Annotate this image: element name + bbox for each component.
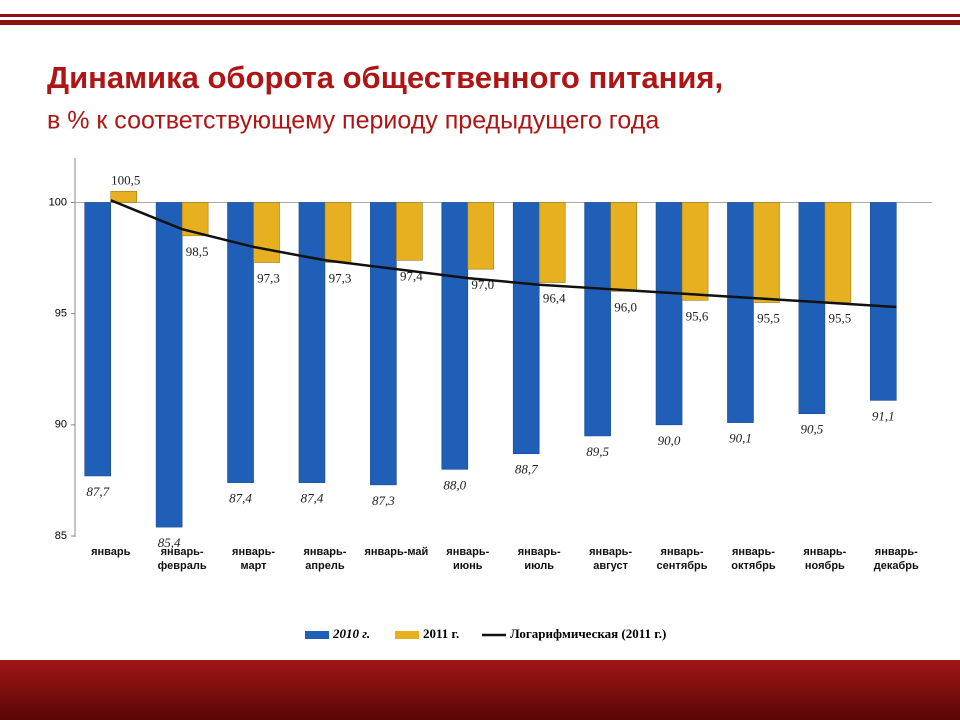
data-label: 88,7: [515, 462, 538, 477]
data-label: 100,5: [111, 172, 140, 187]
footer-band: [0, 660, 960, 720]
x-tick-label: январь-июль: [517, 546, 561, 572]
bar: [753, 202, 780, 303]
data-label: 95,5: [757, 311, 780, 326]
legend-swatch: [395, 631, 419, 639]
bar: [298, 202, 326, 483]
bar: [655, 202, 683, 426]
x-tick-label: январь-декабрь: [873, 546, 919, 572]
data-label: 85,4: [158, 535, 181, 550]
stripe: [0, 14, 960, 17]
subtitle: в % к соответствующему периоду предыдуще…: [47, 107, 659, 135]
bar: [727, 202, 754, 423]
legend-label: 2011 г.: [423, 626, 459, 641]
bar: [84, 202, 112, 477]
bar: [110, 191, 138, 203]
data-label: 96,0: [614, 299, 637, 314]
y-tick-label: 90: [55, 419, 67, 431]
bar: [584, 202, 611, 437]
y-tick-label: 85: [55, 530, 67, 542]
data-label: 87,4: [301, 491, 324, 506]
x-tick-label: январь-апрель: [303, 546, 347, 572]
x-tick-label: январь-июнь: [446, 546, 490, 572]
y-tick-label: 95: [55, 308, 67, 320]
legend-label: 2010 г.: [332, 626, 370, 641]
bar: [370, 202, 397, 486]
data-label: 96,4: [543, 291, 566, 306]
data-label: 90,0: [658, 433, 681, 448]
data-label: 90,5: [801, 422, 824, 437]
bar: [155, 202, 183, 528]
x-tick-label: январь-февраль: [157, 546, 207, 572]
data-label: 90,1: [729, 431, 752, 446]
y-tick-label: 100: [49, 196, 67, 208]
bar: [512, 202, 540, 455]
data-label: 87,4: [229, 491, 252, 506]
x-tick-label: январь-ноябрь: [803, 546, 847, 572]
x-tick-label: январь-сентябрь: [656, 546, 708, 572]
bar: [253, 202, 280, 263]
x-tick-label: январь-май: [364, 546, 429, 558]
data-label: 95,6: [686, 308, 709, 323]
bar: [227, 202, 254, 483]
data-label: 91,1: [872, 408, 895, 423]
x-tick-label: январь-март: [232, 546, 275, 572]
data-label: 87,7: [86, 484, 109, 499]
bar: [798, 202, 826, 415]
bar: [467, 202, 495, 270]
trend-line: [110, 199, 897, 309]
data-label: 97,3: [257, 270, 280, 285]
x-tick-label: январь-август: [589, 546, 633, 572]
bar: [681, 202, 709, 301]
data-label: 89,5: [586, 444, 609, 459]
bar: [538, 202, 566, 283]
bar: [824, 202, 852, 303]
stripe: [0, 20, 960, 25]
bar: [396, 202, 423, 261]
data-label: 97,3: [329, 270, 352, 285]
bar: [610, 202, 637, 292]
title: Динамика оборота общественного питания,: [47, 60, 723, 95]
legend-swatch: [305, 631, 329, 639]
data-label: 88,0: [443, 477, 466, 492]
x-tick-label: январь: [91, 546, 131, 558]
data-label: 95,5: [829, 311, 852, 326]
bar: [869, 202, 897, 401]
x-tick-label: январь-октябрь: [731, 546, 776, 572]
bar: [441, 202, 469, 470]
bar: [324, 202, 352, 263]
data-label: 87,3: [372, 493, 395, 508]
legend-label: Логарифмическая (2011 г.): [510, 626, 666, 641]
data-label: 98,5: [186, 244, 209, 259]
